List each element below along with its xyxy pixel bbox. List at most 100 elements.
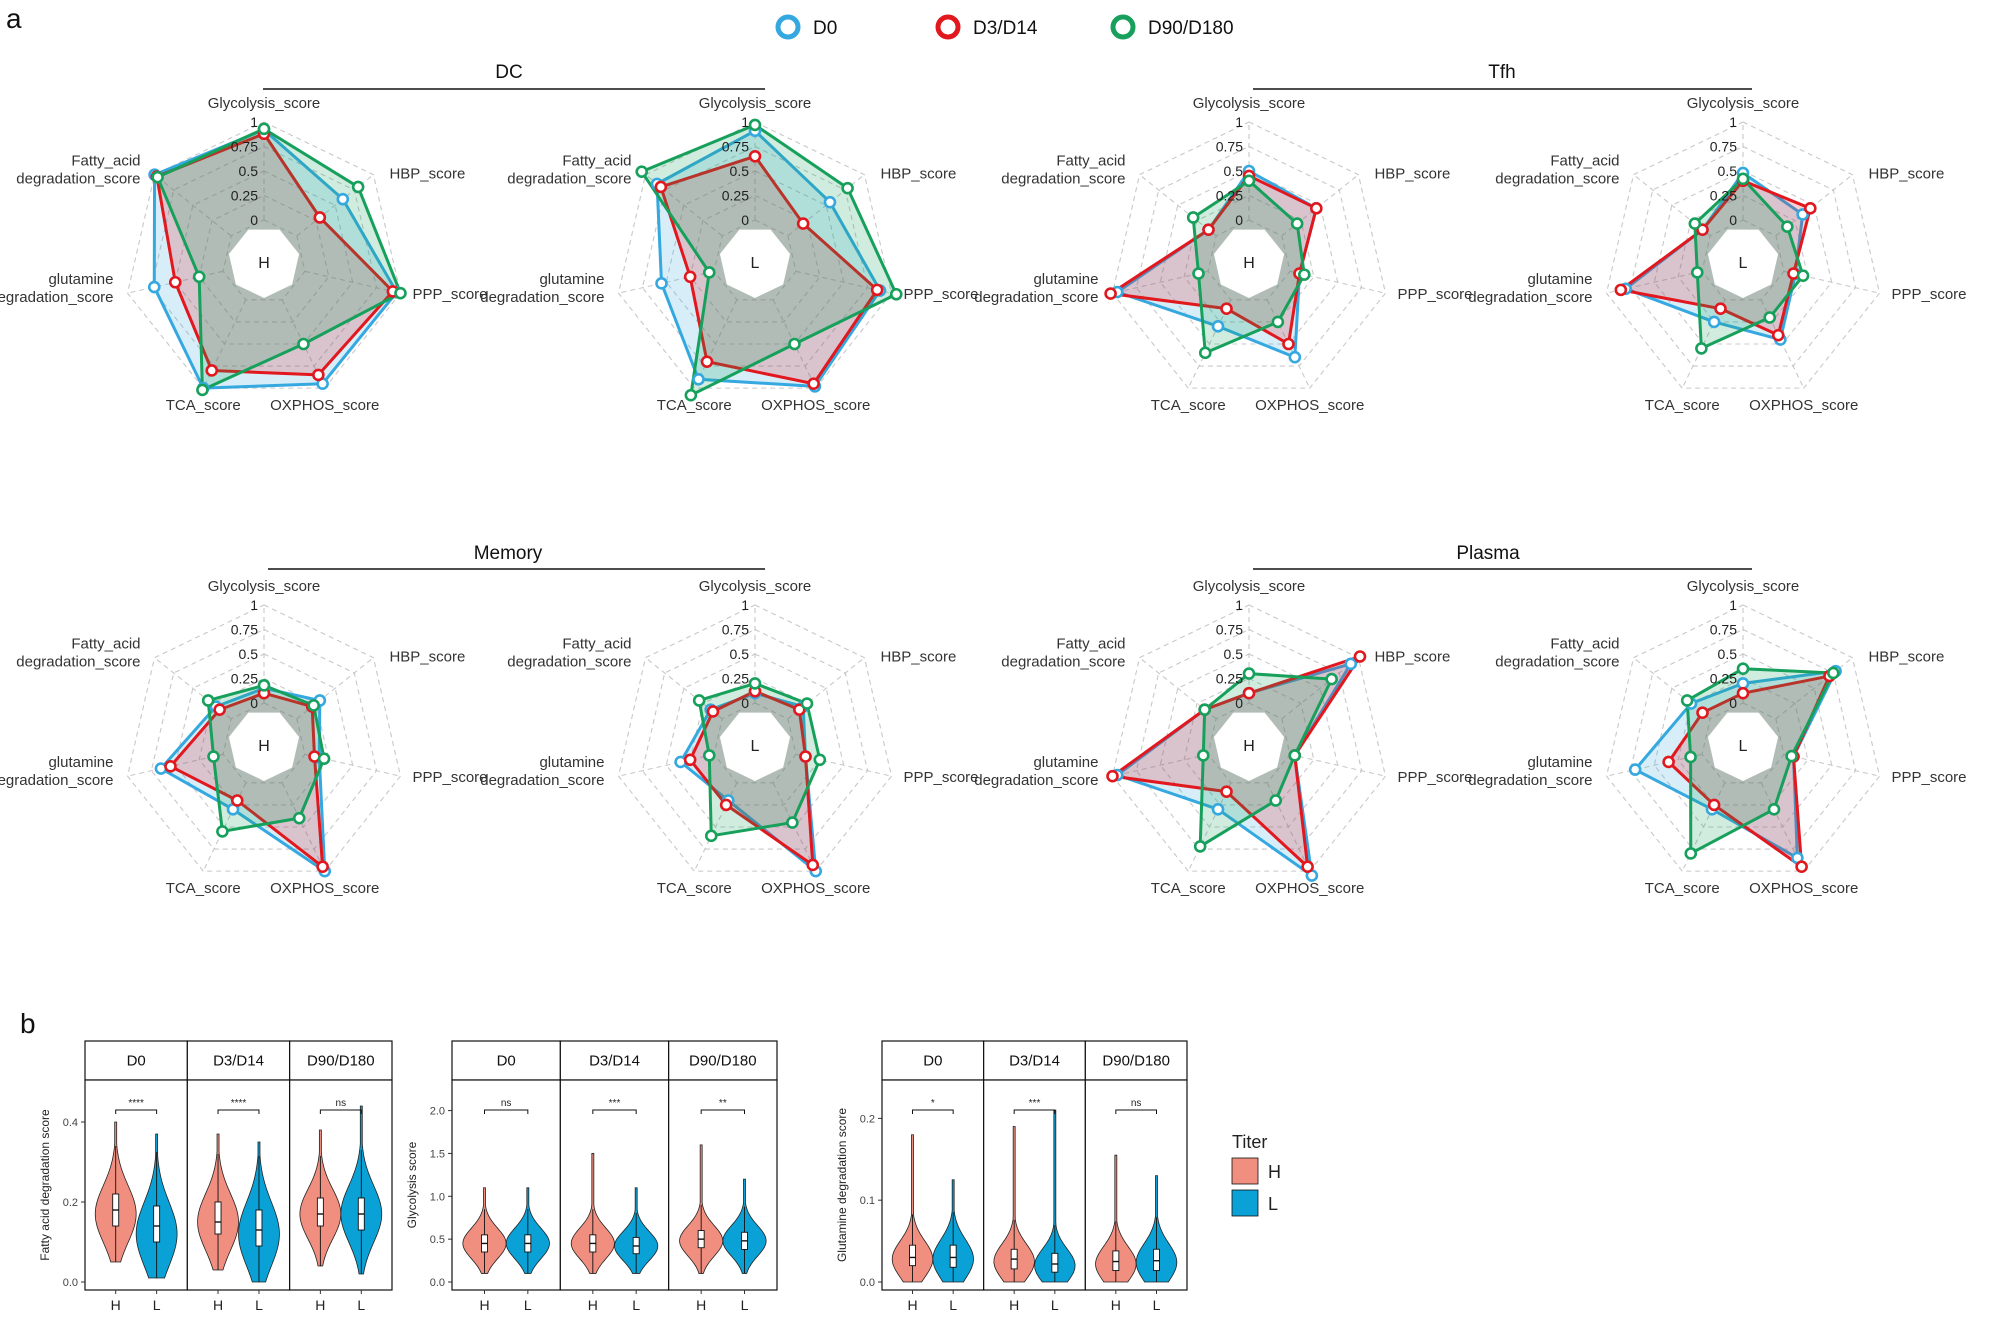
radar-point-d0: [655, 277, 668, 290]
radar-spoke: [787, 657, 865, 720]
radar-tick-label: 0.5: [730, 646, 750, 662]
radar-axis-label-hbp-score: HBP_score: [1374, 649, 1450, 666]
radar-spoke: [645, 657, 723, 720]
radar-grid-ring: [1677, 194, 1809, 323]
radar-tick-label: 0: [1729, 695, 1737, 711]
radar-tick-label: 0.25: [231, 671, 258, 687]
radar-point-d3-d14: [1106, 769, 1119, 783]
radar-axis-label-oxphos-score: OXPHOS_score: [270, 397, 379, 414]
radar-point-d90-d180: [1736, 662, 1750, 676]
radar-point-d0: [336, 192, 350, 206]
radar-tick-label: 0.25: [1216, 671, 1243, 687]
radar-axis-label-fatty-acid-degradation-score: Fatty_acid degradation_score: [16, 636, 140, 671]
violin-facet-d3-d14: D3/D14 H L ***: [983, 1040, 1086, 1313]
radar-point-d3-d14: [806, 858, 820, 872]
radar-point-d90-d180: [151, 170, 164, 184]
violin-y-tick-label: 0.2: [860, 1113, 875, 1125]
facet-strip-label: D90/D180: [689, 1053, 757, 1070]
radar-tick-label: 0: [741, 212, 749, 228]
radar-spoke: [304, 270, 401, 294]
violin-x-tick-label: L: [357, 1297, 365, 1313]
radar-center: [719, 712, 791, 781]
significance-bracket: [217, 1109, 260, 1114]
significance-bracket: [115, 1109, 158, 1114]
violin-x-tick-label: H: [696, 1297, 706, 1313]
radar-axis-label-tca-score: TCA_score: [166, 880, 241, 897]
significance-bracket: [700, 1109, 745, 1114]
radar-tick-label: 1: [1729, 114, 1737, 130]
radar-grid-ring: [1701, 702, 1785, 784]
radar-tick-label: 0.5: [1718, 646, 1738, 662]
radar-point-d90-d180: [207, 750, 220, 763]
radar-point-d90-d180: [684, 388, 698, 402]
radar-axis-label-glycolysis-score: Glycolysis_score: [208, 95, 321, 112]
violin-l: [1034, 1109, 1076, 1283]
group-title-dc: DC: [495, 62, 522, 83]
boxplot-box: [1112, 1250, 1120, 1271]
radar-axis-label-hbp-score: HBP_score: [880, 649, 956, 666]
radar-point-d3-d14: [1795, 860, 1808, 874]
radar-axis-label-glutamine-degradation-score: glutamine degradation_score: [974, 754, 1098, 789]
violin-x-tick-label: L: [153, 1297, 161, 1313]
radar-point-d3-d14: [1310, 202, 1323, 215]
radar-axis-label-tca-score: TCA_score: [166, 397, 241, 414]
radar-point-d90-d180: [786, 816, 799, 829]
violin-y-axis-label: Fatty acid degradation score: [38, 1109, 52, 1261]
radar-spoke: [1266, 782, 1311, 872]
violin-x-tick-label: L: [524, 1297, 532, 1313]
fill-legend-title: Titer: [1232, 1132, 1267, 1152]
radar-spoke: [296, 657, 374, 720]
radar-point-d90-d180: [800, 697, 814, 710]
radar-axis-label-ppp-score: PPP_score: [1891, 286, 1966, 303]
radar-axis-label-oxphos-score: OXPHOS_score: [761, 397, 870, 414]
fill-legend-swatch-h: [1231, 1157, 1259, 1185]
violin-x-tick-label: L: [1153, 1297, 1161, 1313]
radar-point-d3-d14: [313, 211, 327, 224]
radar-spoke: [304, 753, 401, 777]
radar-plasma-h: 0 0.25 0.5 0.75 1 H Glycolysis_score HBP_score P…: [974, 578, 1472, 897]
facet-strip-label: D3/D14: [213, 1053, 264, 1070]
radar-point-d90-d180: [394, 286, 407, 300]
panel-b-label: b: [20, 1008, 36, 1039]
radar-point-d90-d180: [1785, 749, 1798, 763]
radar-point-d0: [1211, 320, 1225, 333]
radar-spoke: [1139, 657, 1217, 720]
radar-spoke: [1289, 753, 1386, 777]
radar-point-d90-d180: [1290, 217, 1304, 230]
violin-x-tick-label: H: [1009, 1297, 1019, 1313]
radar-point-d90-d180: [257, 679, 271, 692]
radar-axis-label-tca-score: TCA_score: [1151, 880, 1226, 897]
radar-center-label: L: [751, 255, 760, 272]
radar-axis-label-glycolysis-score: Glycolysis_score: [1193, 578, 1306, 595]
radar-axis-label-hbp-score: HBP_score: [1868, 649, 1944, 666]
radar-series-d3-d14: [1109, 174, 1318, 346]
group-title-tfh: Tfh: [1488, 62, 1515, 83]
radar-spoke: [1289, 270, 1386, 294]
significance-label: ***: [609, 1098, 621, 1109]
radar-tick-label: 0.25: [1710, 671, 1737, 687]
radar-spoke: [1187, 782, 1232, 872]
fill-legend-swatch-l: [1231, 1189, 1259, 1217]
radar-point-d90-d180: [704, 829, 718, 843]
radar-point-d90-d180: [317, 752, 331, 766]
violin-charts: Fatty acid degradation score 0.0 0.2 0.4 D0 H…: [38, 1040, 1188, 1313]
radar-tick-label: 0.25: [1710, 188, 1737, 204]
radar-point-d90-d180: [1684, 847, 1698, 860]
radar-tick-label: 1: [250, 597, 258, 613]
radar-point-d3-d14: [796, 217, 810, 230]
radar-axis-label-glycolysis-score: Glycolysis_score: [208, 578, 321, 595]
radar-point-d90-d180: [1736, 172, 1750, 186]
radar-point-d90-d180: [748, 118, 762, 132]
radar-point-d3-d14: [1662, 755, 1675, 769]
significance-bracket: [1013, 1109, 1056, 1114]
radar-axis-label-ppp-score: PPP_score: [1397, 286, 1472, 303]
radar-point-d3-d14: [230, 794, 244, 807]
radar-grid-ring: [174, 170, 354, 345]
violin-x-tick-label: L: [632, 1297, 640, 1313]
violin-facet-d90-d180: D90/D180 H L **: [668, 1040, 778, 1313]
radar-grid-ring: [126, 121, 402, 389]
radar-point-d90-d180: [1767, 803, 1781, 816]
facet-strip-label: D3/D14: [589, 1053, 640, 1070]
radar-grid-ring: [222, 702, 306, 784]
radar-axis-label-fatty-acid-degradation-score: Fatty_acid degradation_score: [1001, 153, 1125, 188]
